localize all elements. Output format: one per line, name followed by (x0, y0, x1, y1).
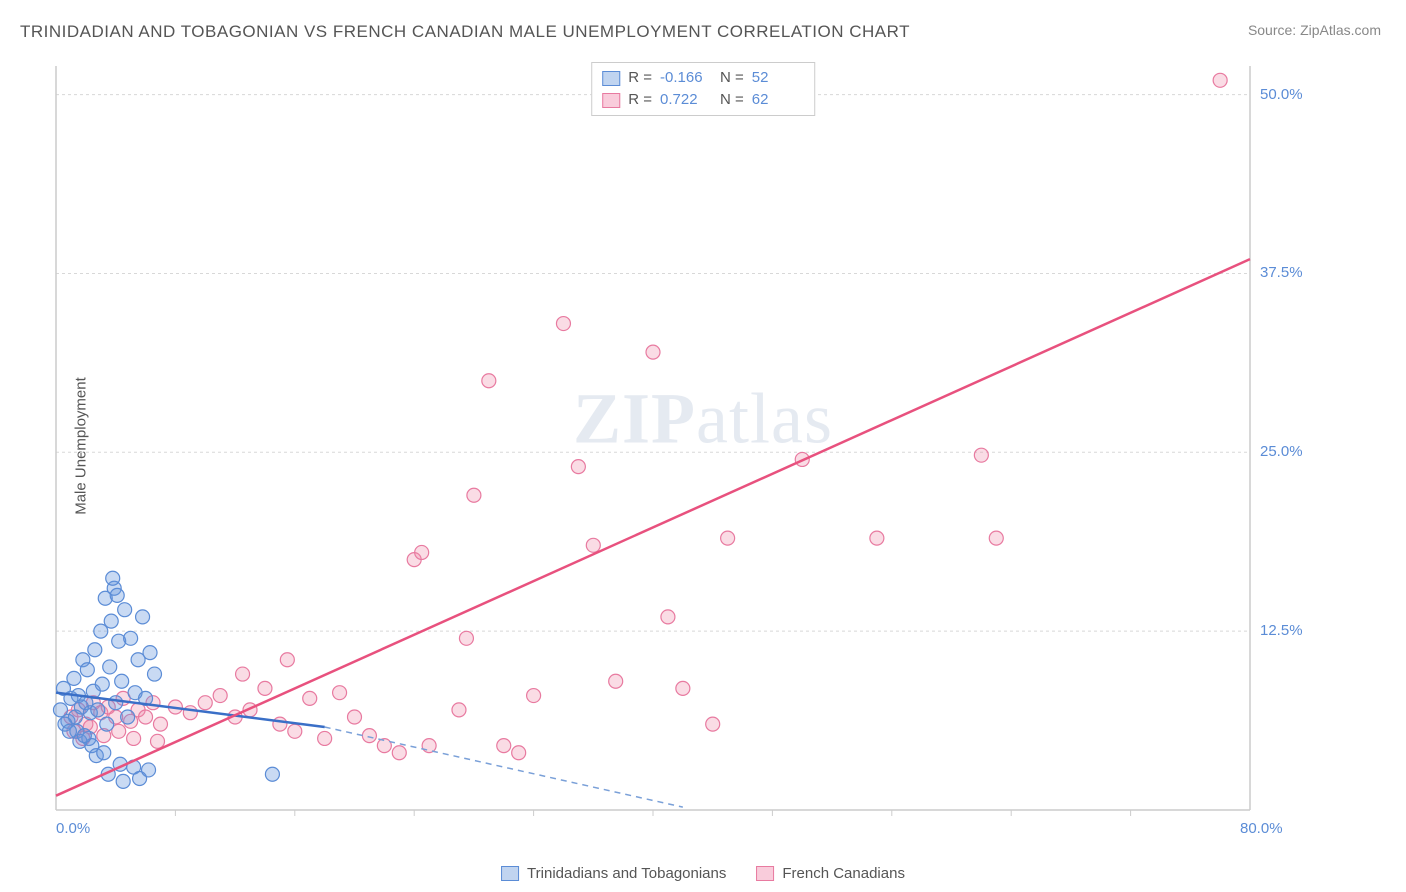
scatter-plot: 12.5% 25.0% 37.5% 50.0% 0.0% 80.0% (50, 60, 1310, 840)
legend: Trinidadians and Tobagonians French Cana… (501, 865, 905, 882)
n-value-series1: 52 (752, 67, 804, 89)
r-label: R = (628, 89, 652, 111)
legend-item-series2: French Canadians (756, 865, 905, 882)
r-label: R = (628, 67, 652, 89)
y-tick-label: 25.0% (1260, 443, 1303, 460)
r-value-series2: 0.722 (660, 89, 712, 111)
n-label: N = (720, 89, 744, 111)
x-tick-label: 80.0% (1240, 820, 1283, 837)
correlation-stats-box: R = -0.166 N = 52 R = 0.722 N = 62 (591, 62, 815, 116)
swatch-series2 (602, 93, 620, 108)
n-value-series2: 62 (752, 89, 804, 111)
stats-row-series1: R = -0.166 N = 52 (602, 67, 804, 89)
chart-title: TRINIDADIAN AND TOBAGONIAN VS FRENCH CAN… (20, 22, 910, 42)
x-tick-label: 0.0% (56, 820, 90, 837)
y-tick-label: 12.5% (1260, 622, 1303, 639)
source-attribution: Source: ZipAtlas.com (1248, 22, 1381, 38)
legend-label-series2: French Canadians (782, 865, 905, 882)
r-value-series1: -0.166 (660, 67, 712, 89)
y-tick-label: 50.0% (1260, 86, 1303, 103)
swatch-series1 (501, 866, 519, 881)
swatch-series2 (756, 866, 774, 881)
n-label: N = (720, 67, 744, 89)
legend-item-series1: Trinidadians and Tobagonians (501, 865, 726, 882)
swatch-series1 (602, 71, 620, 86)
stats-row-series2: R = 0.722 N = 62 (602, 89, 804, 111)
y-tick-label: 37.5% (1260, 264, 1303, 281)
legend-label-series1: Trinidadians and Tobagonians (527, 865, 726, 882)
